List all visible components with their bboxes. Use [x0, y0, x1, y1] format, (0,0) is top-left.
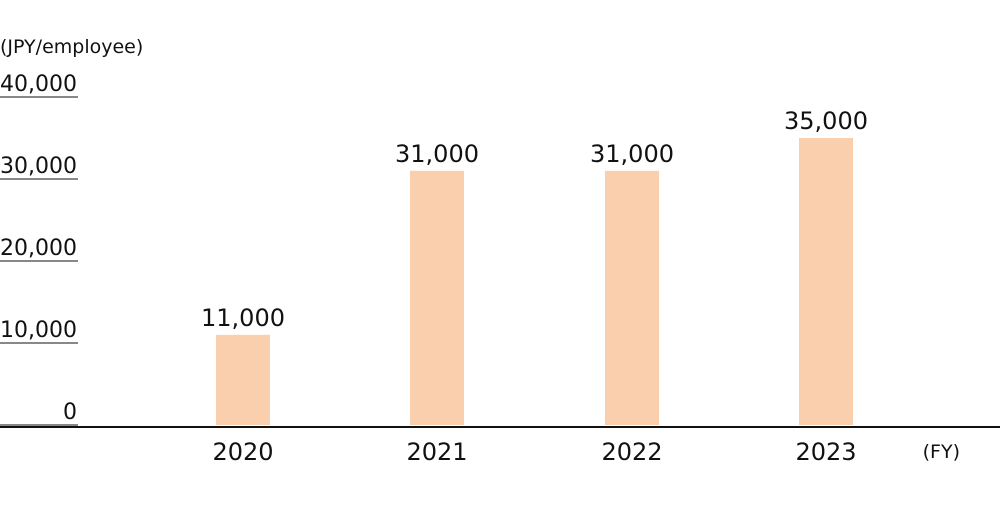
value-label: 11,000	[201, 304, 285, 332]
value-label: 31,000	[590, 140, 674, 168]
y-tick-label: 0	[63, 400, 77, 425]
x-tick-label: 2022	[601, 438, 662, 466]
bar	[216, 334, 270, 425]
x-axis-label: (FY)	[923, 441, 960, 463]
bar	[410, 170, 464, 425]
y-tick-label: 10,000	[0, 318, 77, 343]
bar	[799, 138, 853, 425]
y-tick-label: 40,000	[0, 72, 77, 97]
x-tick-label: 2020	[212, 438, 273, 466]
x-tick-label: 2023	[795, 438, 856, 466]
x-tick-label: 2021	[406, 438, 467, 466]
y-axis-label: (JPY/employee)	[0, 36, 143, 58]
y-tick-label: 20,000	[0, 236, 77, 261]
value-label: 35,000	[784, 107, 868, 135]
value-label: 31,000	[395, 140, 479, 168]
bar	[605, 170, 659, 425]
y-tick-label: 30,000	[0, 154, 77, 179]
